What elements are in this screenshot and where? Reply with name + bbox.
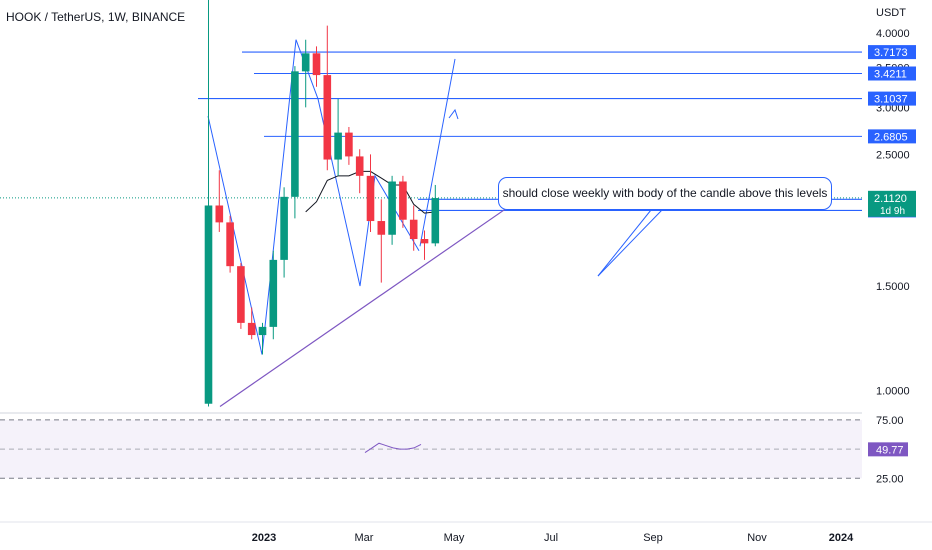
current-price-label: 2.1120 [874, 193, 907, 205]
candle-body [301, 53, 310, 72]
callout-pointer [597, 209, 652, 277]
candle-body [237, 266, 245, 323]
candle-body [280, 196, 288, 260]
candle-body [215, 205, 224, 223]
current-price-tag [868, 190, 916, 217]
candle-body [388, 181, 396, 235]
symbol-title: HOOK / TetherUS, 1W, BINANCE [6, 10, 186, 24]
time-tick-label: 2024 [829, 532, 854, 544]
level-price-label: 3.7173 [874, 47, 908, 59]
countdown-label: 1d 9h [880, 206, 905, 217]
candle-body [366, 175, 375, 222]
trend-line [219, 191, 531, 407]
rsi-line [364, 442, 422, 454]
price-tick-label: 1.5000 [876, 281, 910, 293]
price-tick-label: 4.0000 [876, 28, 910, 40]
rsi-value-label: 49.77 [876, 444, 904, 456]
candle-body [258, 326, 267, 336]
candle-body [204, 205, 213, 404]
candle-body [323, 75, 332, 160]
level-price-label: 3.1037 [874, 94, 908, 106]
time-tick-label: Sep [643, 532, 663, 544]
level-price-tag [868, 66, 916, 81]
candle-body [291, 71, 299, 197]
projection-arrowhead [448, 108, 459, 120]
rsi-value-tag [868, 442, 908, 457]
price-tick-label: 1.0000 [876, 386, 910, 398]
candle-body [399, 181, 407, 220]
time-tick-label: Mar [355, 532, 374, 544]
rsi-upper-label: 75.00 [876, 415, 904, 427]
time-tick-label: Jul [544, 532, 558, 544]
candle-body [420, 239, 429, 244]
candle-body [247, 322, 256, 336]
candle-body [334, 132, 342, 160]
rsi-band [0, 419, 862, 479]
price-tick-label: 2.5000 [876, 149, 910, 161]
level-price-label: 2.6805 [874, 131, 908, 143]
annotation-callout[interactable]: should close weekly with body of the can… [498, 177, 832, 210]
candle-body [355, 156, 364, 176]
level-price-tag [868, 129, 916, 144]
candle-body [409, 219, 418, 240]
candle-body [345, 132, 353, 157]
candle-body [431, 198, 440, 244]
time-tick-label: Nov [747, 532, 767, 544]
candle-body [312, 53, 321, 76]
projection-arrow [419, 58, 456, 247]
candle-body [269, 259, 278, 327]
time-tick-label: 2023 [252, 532, 276, 544]
callout-pointer [597, 209, 663, 277]
level-price-label: 3.4211 [874, 68, 907, 80]
level-price-tag [868, 91, 916, 106]
candle-body [226, 222, 234, 267]
currency-unit: USDT [876, 7, 906, 19]
level-price-tag [868, 45, 916, 60]
rsi-lower-label: 25.00 [876, 473, 904, 485]
candle-body [377, 221, 386, 235]
time-tick-label: May [444, 532, 465, 544]
